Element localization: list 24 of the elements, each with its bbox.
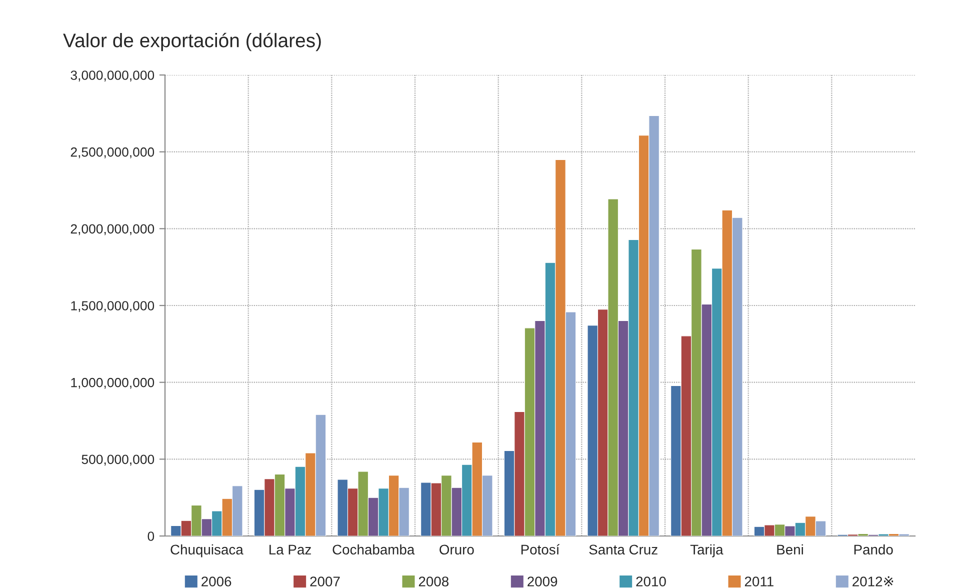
x-tick-label: Santa Cruz [589, 544, 658, 555]
x-tick-label: Beni [777, 544, 803, 555]
y-tick-label: 3,000,000,000 [70, 70, 154, 82]
x-tick-label: Pando [854, 544, 893, 555]
y-tick-label: 2,500,000,000 [70, 147, 154, 158]
x-tick-label: La Paz [270, 544, 311, 555]
y-tick-label: 500,000,000 [82, 454, 154, 466]
x-tick-label: Chuquisaca [170, 544, 244, 558]
legend-label: 2006 [202, 576, 232, 586]
legend-label: 2007 [310, 576, 340, 586]
x-tick-label: Tarija [690, 544, 724, 558]
y-tick-label: 0 [148, 532, 154, 541]
legend-label: 2010 [636, 576, 666, 586]
y-tick-label: 2,000,000,000 [70, 224, 154, 236]
chart-title: Valor de exportación (dólares) [63, 32, 321, 52]
x-tick-label: Oruro [440, 544, 474, 555]
legend-label: 2008 [418, 576, 449, 586]
legend-label: 2009 [528, 576, 558, 586]
y-tick-label: 1,000,000,000 [71, 378, 154, 389]
legend-label: 2011 [744, 576, 774, 586]
legend-label: 2012※ [852, 576, 894, 586]
x-tick-label: Cochabamba [332, 544, 415, 555]
x-tick-label: Potosí [521, 544, 560, 555]
y-tick-label: 1,500,000,000 [71, 301, 154, 312]
